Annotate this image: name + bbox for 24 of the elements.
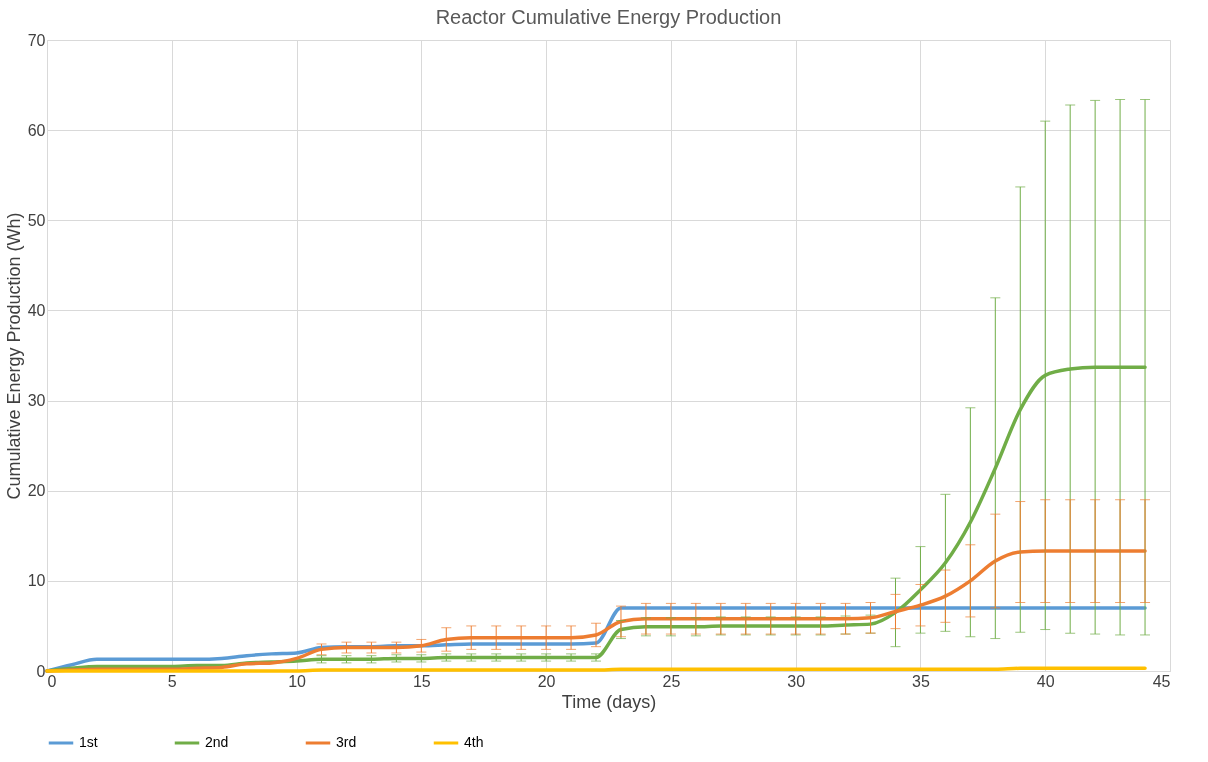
x-tick-label: 5 bbox=[167, 672, 177, 690]
legend-label: 2nd bbox=[205, 734, 229, 750]
y-tick-label: 30 bbox=[27, 392, 46, 410]
legend-label: 3rd bbox=[336, 734, 357, 750]
y-tick-label: 20 bbox=[27, 482, 46, 500]
chart-title: Reactor Cumulative Energy Production bbox=[435, 6, 782, 28]
x-tick-label: 10 bbox=[288, 672, 307, 690]
legend-label: 4th bbox=[464, 734, 484, 750]
x-tick-label: 25 bbox=[662, 672, 681, 690]
y-tick-label: 60 bbox=[27, 121, 46, 139]
x-tick-label: 30 bbox=[787, 672, 806, 690]
y-tick-label: 70 bbox=[27, 31, 46, 49]
legend-label: 1st bbox=[79, 734, 98, 750]
y-axis-title: Cumulative Energy Production (Wh) bbox=[3, 212, 24, 500]
x-tick-label: 20 bbox=[537, 672, 556, 690]
y-tick-label: 40 bbox=[27, 301, 46, 319]
x-tick-label: 0 bbox=[47, 672, 57, 690]
x-tick-label: 40 bbox=[1036, 672, 1055, 690]
x-axis-title: Time (days) bbox=[561, 691, 657, 712]
y-tick-label: 50 bbox=[27, 211, 46, 229]
y-tick-label: 10 bbox=[27, 572, 46, 590]
x-tick-label: 45 bbox=[1152, 672, 1171, 690]
x-tick-label: 35 bbox=[912, 672, 930, 690]
x-tick-label: 15 bbox=[412, 672, 431, 690]
